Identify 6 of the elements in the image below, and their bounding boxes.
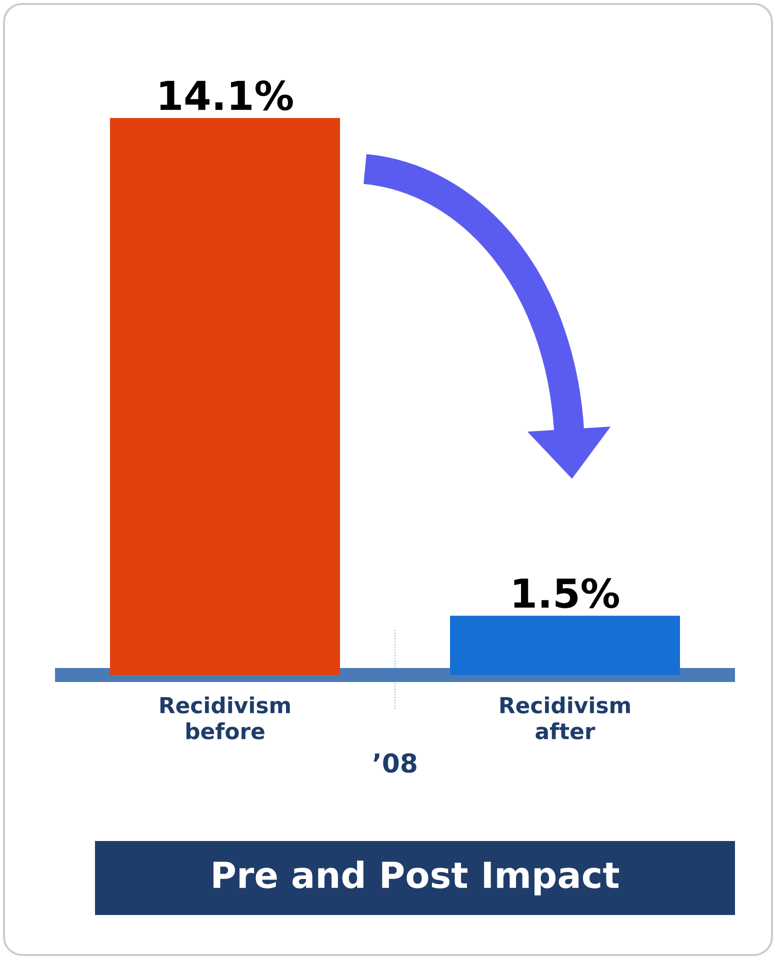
x-tick-label: Recidivism before: [160, 696, 290, 740]
data-label: 1.5%: [514, 578, 620, 608]
text: ’08: [374, 753, 416, 773]
text: Pre and Post Impact: [214, 860, 619, 896]
x-tick-label: Recidivism after: [500, 696, 630, 740]
data-label: 14.1%: [160, 80, 293, 110]
